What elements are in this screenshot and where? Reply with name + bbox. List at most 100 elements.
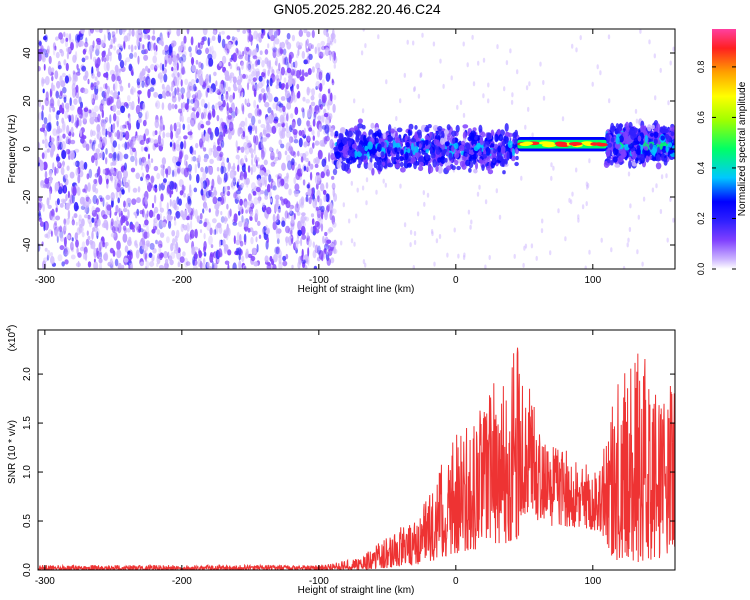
spectrogram-fringe-cell xyxy=(530,243,534,249)
spectrogram-fringe-cell xyxy=(665,173,668,179)
spectrogram-noise-cell xyxy=(92,145,96,152)
spectrogram-fringe-cell xyxy=(462,41,465,47)
spectrogram-signal-cell xyxy=(435,149,441,155)
spectrogram-noise-cell xyxy=(82,113,87,123)
spectrogram-noise-cell xyxy=(205,47,210,55)
spectrogram-noise-cell xyxy=(316,158,320,165)
spectrogram-band-peak xyxy=(571,142,578,147)
spectrogram-signal-cell xyxy=(407,129,411,137)
spectrogram-noise-cell xyxy=(181,60,184,68)
spectrogram-noise-cell xyxy=(207,87,210,93)
spectrogram-noise-cell xyxy=(106,167,110,175)
spectrogram-fringe-cell xyxy=(571,191,574,197)
spectrogram-fringe-cell xyxy=(463,252,466,258)
spectrogram-noise-cell xyxy=(257,177,262,187)
spectrogram-fringe-cell xyxy=(561,116,565,122)
spectrogram-noise-cell xyxy=(257,70,260,77)
spectrogram-noise-cell xyxy=(275,48,281,58)
spectrogram-noise-cell xyxy=(244,266,247,269)
spectrogram-noise-cell xyxy=(79,129,83,138)
spectrogram-noise-cell xyxy=(86,230,89,236)
spectrogram-noise-cell xyxy=(226,185,231,191)
spectrogram-noise-cell xyxy=(223,186,227,192)
spectrogram-noise-cell xyxy=(155,239,158,245)
spectrogram-fringe-cell xyxy=(659,67,662,73)
spectrogram-noise-cell xyxy=(173,243,179,252)
spectrogram-noise-cell xyxy=(99,141,103,149)
spectrogram-noise-cell xyxy=(282,260,288,267)
spectrogram-noise-cell xyxy=(81,57,86,63)
spectrogram-noise-cell xyxy=(299,202,305,209)
spectrogram-noise-cell xyxy=(187,131,193,136)
spectrogram-noise-cell xyxy=(56,141,59,148)
spectrogram-noise-cell xyxy=(242,73,246,79)
spectrogram-noise-cell xyxy=(268,174,272,183)
spectrogram-noise-cell xyxy=(127,179,131,185)
spectrogram-noise-cell xyxy=(307,68,312,75)
spectrogram-noise-cell xyxy=(173,249,179,254)
spectrogram-band-peak xyxy=(554,141,564,146)
spectrogram-noise-cell xyxy=(181,66,185,75)
spectrogram-noise-cell xyxy=(330,243,335,248)
spectrogram-noise-cell xyxy=(138,157,142,166)
spectrogram-noise-cell xyxy=(151,203,155,209)
snr-series-line xyxy=(38,347,675,570)
spectrogram-noise-cell xyxy=(91,130,96,136)
spectrogram-signal-cell xyxy=(448,152,453,161)
spectrogram-noise-cell xyxy=(49,88,52,98)
spectrogram-noise-cell xyxy=(170,85,174,92)
spectrogram-noise-cell xyxy=(242,104,245,115)
spectrogram-noise-cell xyxy=(105,194,111,200)
spectrogram-noise-cell xyxy=(75,160,80,167)
spectrogram-noise-cell xyxy=(270,66,274,73)
spectrogram-noise-cell xyxy=(63,236,67,247)
spectrogram-noise-cell xyxy=(92,40,95,49)
spectrogram-noise-cell xyxy=(237,50,242,55)
spectrogram-noise-cell xyxy=(110,38,113,48)
spectrogram-noise-cell xyxy=(112,104,117,113)
spectrogram-noise-cell xyxy=(76,93,80,99)
spectrogram-signal-cell xyxy=(424,126,430,133)
spectrogram-noise-cell xyxy=(38,217,43,223)
spectrogram-noise-cell xyxy=(50,151,54,158)
spectrogram-noise-cell xyxy=(251,63,255,70)
spectrogram-fringe-cell xyxy=(470,219,473,225)
spectrogram-fringe-cell xyxy=(528,81,531,87)
spectrogram-noise-cell xyxy=(183,35,187,44)
spectrogram-noise-cell xyxy=(312,250,317,259)
spectrogram-noise-cell xyxy=(101,42,107,47)
spectrogram-noise-cell xyxy=(141,80,145,88)
spectrogram-noise-cell xyxy=(41,110,44,121)
spectrogram-noise-cell xyxy=(236,29,241,33)
spectrogram-noise-cell xyxy=(167,208,172,216)
spectrogram-noise-cell xyxy=(178,123,181,133)
spectrogram-noise-cell xyxy=(214,263,217,269)
spectrogram-noise-cell xyxy=(270,198,273,203)
spectrogram-noise-cell xyxy=(300,215,306,224)
spectrogram-signal-cell xyxy=(432,158,437,168)
spectrogram-noise-cell xyxy=(242,50,245,57)
spectrogram-noise-cell xyxy=(64,185,67,194)
spectrogram-noise-cell xyxy=(196,49,202,55)
spectrogram-noise-cell xyxy=(112,140,118,148)
spectrogram-noise-cell xyxy=(221,125,227,130)
spectrogram-noise-cell xyxy=(61,141,66,150)
spectrogram-signal-cell xyxy=(661,153,665,162)
spectrogram-fringe-cell xyxy=(456,104,459,110)
spectrogram-noise-cell xyxy=(174,205,179,211)
spectrogram-fringe-cell xyxy=(457,253,460,259)
spectrogram-noise-cell xyxy=(277,173,283,179)
spectrogram-signal-cell xyxy=(396,127,403,133)
spectrogram-noise-cell xyxy=(128,63,133,72)
spectrogram-noise-cell xyxy=(92,56,97,62)
spectrogram-noise-cell xyxy=(240,157,245,166)
spectrogram-noise-cell xyxy=(282,105,286,113)
spectrogram-noise-cell xyxy=(296,53,299,59)
spectrogram-noise-cell xyxy=(62,86,67,94)
spectrogram-noise-cell xyxy=(223,172,228,183)
spectrogram-noise-cell xyxy=(286,172,289,179)
spectrogram-signal-cell xyxy=(354,150,358,159)
spectrogram-noise-cell xyxy=(203,251,207,257)
spectrogram-noise-cell xyxy=(115,190,119,199)
spectrogram-noise-cell xyxy=(202,208,205,214)
